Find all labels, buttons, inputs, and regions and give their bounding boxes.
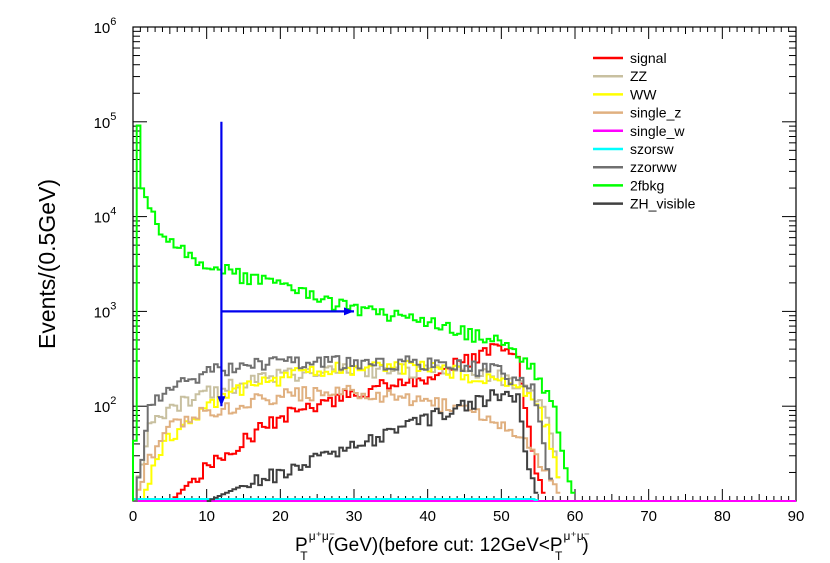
series-2fbkg [132,124,575,501]
x-label-sup2: μ⁺μ⁻ [564,529,591,543]
legend-label: szorsw [630,141,674,157]
series-zz [133,363,561,502]
cut-arrows [217,121,354,407]
y-tick-label: 102 [94,395,117,416]
x-tick-label: 90 [788,508,805,525]
plot-frame [132,26,797,502]
y-axis-label: Events/(0.5GeV) [34,179,60,349]
x-tick-label: 70 [640,508,657,525]
series-szorsw [132,498,539,501]
x-label-end: ) [582,535,588,556]
y-tick-label: 106 [94,16,117,37]
x-label-sup: μ⁺μ⁻ [309,529,336,543]
series-zh-visible [206,389,539,502]
y-tick-label: 104 [94,206,117,227]
x-label-base: P [295,535,308,556]
series-signal [133,343,546,502]
legend-label: ZH_visible [630,196,696,212]
x-label-mid: (GeV)(before cut: 12GeV<P [328,535,563,556]
legend-label: single_z [630,105,681,121]
series-group [132,124,796,502]
x-axis-ticks: 0 10 20 30 40 50 60 70 80 90 [129,27,805,525]
x-axis-label: Pμ⁺μ⁻ T (GeV)(before cut: 12GeV<Pμ⁺μ⁻ T) [295,529,590,563]
y-tick-label: 105 [94,111,117,132]
series-ww [140,359,561,502]
x-tick-label: 80 [714,508,731,525]
x-tick-label: 50 [493,508,510,525]
legend-label: zzorww [630,159,678,175]
legend-label: WW [630,86,657,102]
x-tick-label: 0 [129,508,137,525]
legend-label: 2fbkg [630,177,664,193]
cut-arrow-head [217,396,226,407]
series-single-z [133,384,561,502]
y-axis-ticks: 102 103 104 105 106 [94,16,796,502]
legend-label: single_w [630,123,685,139]
legend-label: signal [630,50,667,66]
x-tick-label: 10 [198,508,215,525]
legend-label: ZZ [630,68,648,84]
y-tick-label: 103 [94,300,117,321]
cut-arrow-head [344,307,354,316]
x-label-sub: T [300,549,308,563]
x-tick-label: 60 [567,508,584,525]
x-tick-label: 20 [272,508,289,525]
x-tick-label: 40 [419,508,436,525]
x-label-sub2: T [555,549,563,563]
x-tick-label: 30 [346,508,363,525]
series-zzorww [133,355,553,502]
